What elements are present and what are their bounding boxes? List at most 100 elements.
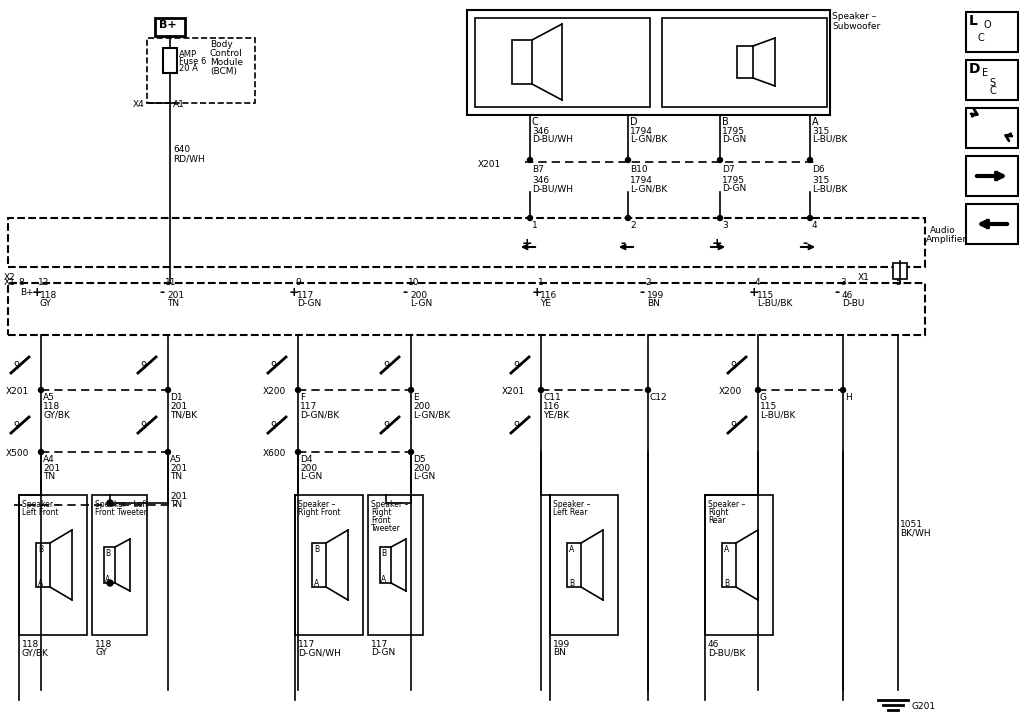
Text: A: A [38,579,43,588]
Circle shape [296,449,300,454]
Text: GY: GY [40,299,52,308]
Text: E: E [982,68,988,78]
Bar [966,12,1018,52]
Text: D7: D7 [722,165,734,174]
Bar [966,204,1018,244]
Bar [966,108,1018,148]
Text: TN: TN [43,472,55,481]
Text: 115: 115 [757,291,774,300]
Text: 346: 346 [532,176,549,185]
Text: 3: 3 [722,221,728,230]
Text: 9: 9 [270,421,276,431]
Text: Audio: Audio [930,226,955,235]
Circle shape [409,449,414,454]
Text: 9: 9 [730,361,736,371]
Text: 201: 201 [167,291,184,300]
Text: B+: B+ [159,20,176,30]
Circle shape [166,387,171,392]
Text: B: B [724,579,729,588]
Bar [368,495,423,635]
Text: 11: 11 [165,278,176,287]
Text: 118: 118 [95,640,113,649]
Text: 3: 3 [840,278,846,287]
Text: X2: X2 [4,273,15,282]
Bar [155,18,185,36]
Bar [893,263,907,279]
Bar [8,218,925,267]
Bar [380,547,391,583]
Bar [467,10,830,115]
Text: O: O [984,20,991,30]
Text: -: - [802,237,807,250]
Text: Tweeter: Tweeter [371,524,400,533]
Text: A1: A1 [173,100,185,109]
Text: Rear: Rear [708,516,726,525]
Text: D-BU: D-BU [842,299,864,308]
Circle shape [106,580,113,586]
Text: C11: C11 [543,393,561,402]
Circle shape [39,387,43,392]
Text: Right: Right [708,508,728,517]
Text: H: H [845,393,852,402]
Bar [737,46,753,78]
Text: B: B [314,545,319,554]
Bar [722,543,736,587]
Text: L: L [969,14,978,28]
Text: F: F [300,393,305,402]
Text: Right: Right [371,508,391,517]
Text: X500: X500 [6,449,30,458]
Text: +: + [289,286,300,299]
Text: 20 A: 20 A [179,64,198,73]
Text: 201: 201 [170,464,187,473]
Text: 199: 199 [647,291,665,300]
Text: Body: Body [210,40,232,49]
Circle shape [718,216,723,221]
Text: Speaker –: Speaker – [553,500,591,509]
Text: 118: 118 [22,640,39,649]
Text: 9: 9 [513,421,519,431]
Text: L-BU/BK: L-BU/BK [812,135,848,144]
Text: A: A [105,575,111,584]
Circle shape [527,157,532,162]
Circle shape [626,216,631,221]
Text: GY/BK: GY/BK [43,410,70,419]
Bar [92,495,147,635]
Text: L-GN/BK: L-GN/BK [630,184,668,193]
Text: 200: 200 [413,464,430,473]
Text: 4: 4 [812,221,817,230]
Text: 9: 9 [730,421,736,431]
Bar [512,40,532,84]
Text: 201: 201 [170,492,187,501]
Text: 201: 201 [170,402,187,411]
Text: B: B [105,549,111,558]
Text: 117: 117 [371,640,388,649]
Text: 8: 8 [18,278,24,287]
Text: D-BU/WH: D-BU/WH [532,184,573,193]
Text: 200: 200 [410,291,427,300]
Text: 1795: 1795 [722,127,745,136]
Text: D4: D4 [300,455,312,464]
Text: L-GN: L-GN [300,472,323,481]
Text: Speaker –: Speaker – [371,500,409,509]
Text: TN: TN [167,299,179,308]
Text: 9: 9 [140,421,146,431]
Text: +: + [749,286,760,299]
Text: 200: 200 [413,402,430,411]
Bar [475,18,650,107]
Circle shape [808,157,812,162]
Text: 1794: 1794 [630,127,653,136]
Text: 9: 9 [13,361,19,371]
Text: Right Front: Right Front [298,508,341,517]
Text: 1: 1 [532,221,538,230]
Text: TN: TN [170,500,182,509]
Text: 315: 315 [812,127,829,136]
Text: Speaker –: Speaker – [298,500,336,509]
Text: 12: 12 [38,278,49,287]
Text: D-GN/BK: D-GN/BK [300,410,339,419]
Text: Amplifier: Amplifier [926,235,967,244]
Text: 116: 116 [540,291,557,300]
Circle shape [527,216,532,221]
Bar [19,495,87,635]
Text: C: C [532,117,539,127]
Text: L-BU/BK: L-BU/BK [760,410,796,419]
